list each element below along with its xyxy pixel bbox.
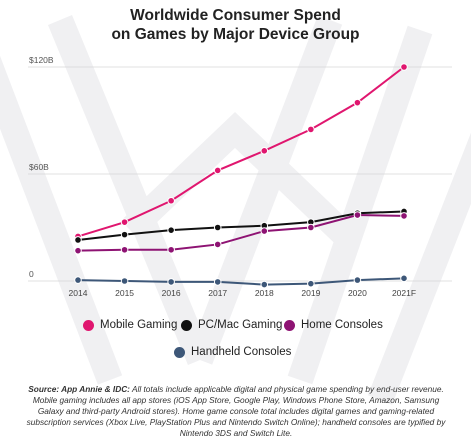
data-point-home-consoles <box>213 240 222 249</box>
data-point-home-consoles <box>260 227 269 235</box>
series-lines <box>74 63 408 289</box>
x-tick-label: 2021F <box>392 288 416 298</box>
data-point-home-consoles <box>167 245 175 254</box>
x-tick-label: 2016 <box>162 288 181 298</box>
data-point-handheld-consoles <box>400 274 408 283</box>
legend-label-home-consoles: Home Consoles <box>301 319 383 331</box>
series-line-pc-mac-gaming <box>77 210 405 241</box>
legend-swatch-home-consoles <box>284 319 295 331</box>
x-tick-label: 2019 <box>301 288 320 298</box>
data-point-mobile-gaming <box>260 147 269 155</box>
data-point-handheld-consoles <box>260 280 269 289</box>
data-point-handheld-consoles <box>120 277 129 285</box>
x-tick-label: 2017 <box>208 288 227 298</box>
legend-label-handheld-consoles: Handheld Consoles <box>191 346 292 358</box>
data-point-mobile-gaming <box>400 63 408 71</box>
data-point-mobile-gaming <box>213 166 222 175</box>
y-tick-label: 0 <box>29 269 34 279</box>
source-note-bold: Source: App Annie & IDC: <box>28 384 130 394</box>
legend-item-handheld-consoles: Handheld Consoles <box>174 346 291 358</box>
data-point-handheld-consoles <box>353 276 362 284</box>
data-point-mobile-gaming <box>120 218 129 226</box>
y-tick-label: $120B <box>29 55 54 65</box>
data-point-home-consoles <box>400 212 408 220</box>
legend-swatch-pc-mac-gaming <box>181 319 192 331</box>
gridlines <box>28 66 452 282</box>
data-point-handheld-consoles <box>307 279 315 288</box>
data-point-home-consoles <box>353 211 362 219</box>
data-point-mobile-gaming <box>167 196 175 205</box>
data-point-pc-mac-gaming <box>167 226 175 234</box>
legend-swatch-mobile-gaming <box>83 319 94 331</box>
series-handheld-consoles <box>74 274 408 289</box>
legend-label-pc-mac-gaming: PC/Mac Gaming <box>198 319 283 331</box>
legend-item-pc-mac-gaming: PC/Mac Gaming <box>181 319 282 331</box>
legend-item-mobile-gaming: Mobile Gaming <box>83 319 177 331</box>
data-point-pc-mac-gaming <box>213 223 222 232</box>
data-point-home-consoles <box>74 246 82 255</box>
data-point-home-consoles <box>120 245 129 254</box>
y-tick-label: $60B <box>29 162 49 172</box>
data-point-pc-mac-gaming <box>74 236 82 244</box>
legend-label-mobile-gaming: Mobile Gaming <box>100 319 178 331</box>
y-axis-tick-labels: $120B $60B 0 <box>29 55 54 279</box>
source-note: Source: App Annie & IDC: All totals incl… <box>22 384 450 439</box>
data-point-home-consoles <box>307 223 315 232</box>
chart-title-line1: Worldwide Consumer Spend <box>130 7 341 24</box>
series-line-mobile-gaming <box>77 66 405 238</box>
series-mobile-gaming <box>74 63 408 241</box>
legend-item-home-consoles: Home Consoles <box>284 319 383 331</box>
series-line-home-consoles <box>77 214 405 252</box>
data-point-mobile-gaming <box>353 98 362 107</box>
x-tick-label: 2014 <box>69 288 88 298</box>
data-point-handheld-consoles <box>74 276 82 284</box>
x-tick-label: 2020 <box>348 288 367 298</box>
data-point-mobile-gaming <box>307 125 315 134</box>
chart-title: Worldwide Consumer Spend on Games by Maj… <box>0 6 471 44</box>
series-line-handheld-consoles <box>77 277 405 286</box>
x-tick-label: 2018 <box>255 288 274 298</box>
legend-swatch-handheld-consoles <box>174 346 185 358</box>
data-point-handheld-consoles <box>213 278 222 286</box>
data-point-handheld-consoles <box>167 278 175 286</box>
data-point-pc-mac-gaming <box>120 230 129 239</box>
series-home-consoles <box>74 211 408 255</box>
x-axis-tick-labels: 2014 2015 2016 2017 2018 2019 2020 2021F <box>69 288 417 298</box>
source-note-text: All totals include applicable digital an… <box>26 384 446 438</box>
chart-title-line2: on Games by Major Device Group <box>111 26 360 43</box>
x-tick-label: 2015 <box>115 288 134 298</box>
